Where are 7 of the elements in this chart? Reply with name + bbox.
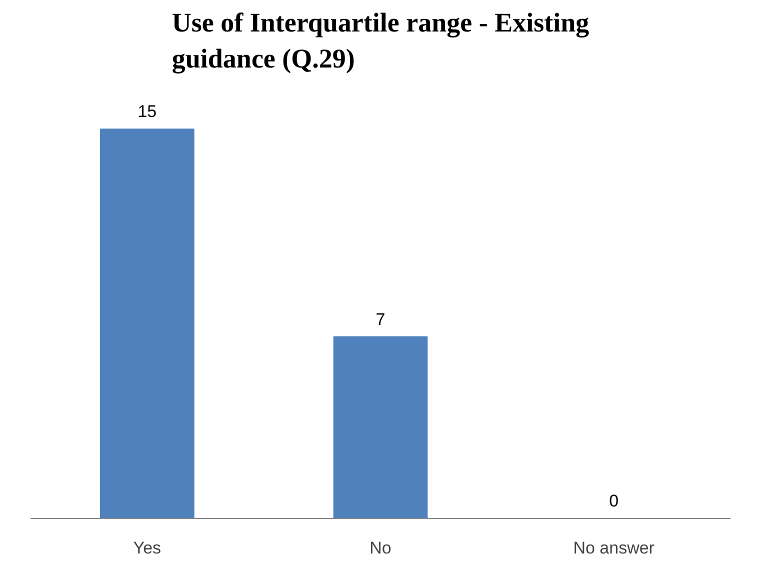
x-tick-label: Yes	[133, 538, 162, 558]
data-label: 15	[138, 102, 157, 122]
data-label: 0	[609, 492, 619, 510]
data-label: 7	[376, 310, 386, 329]
chart-title: Use of Interquartile range - Existing guidance (Q.29)	[172, 8, 590, 74]
x-tick-label: No answer	[573, 538, 655, 558]
x-tick-label: No	[370, 538, 392, 558]
